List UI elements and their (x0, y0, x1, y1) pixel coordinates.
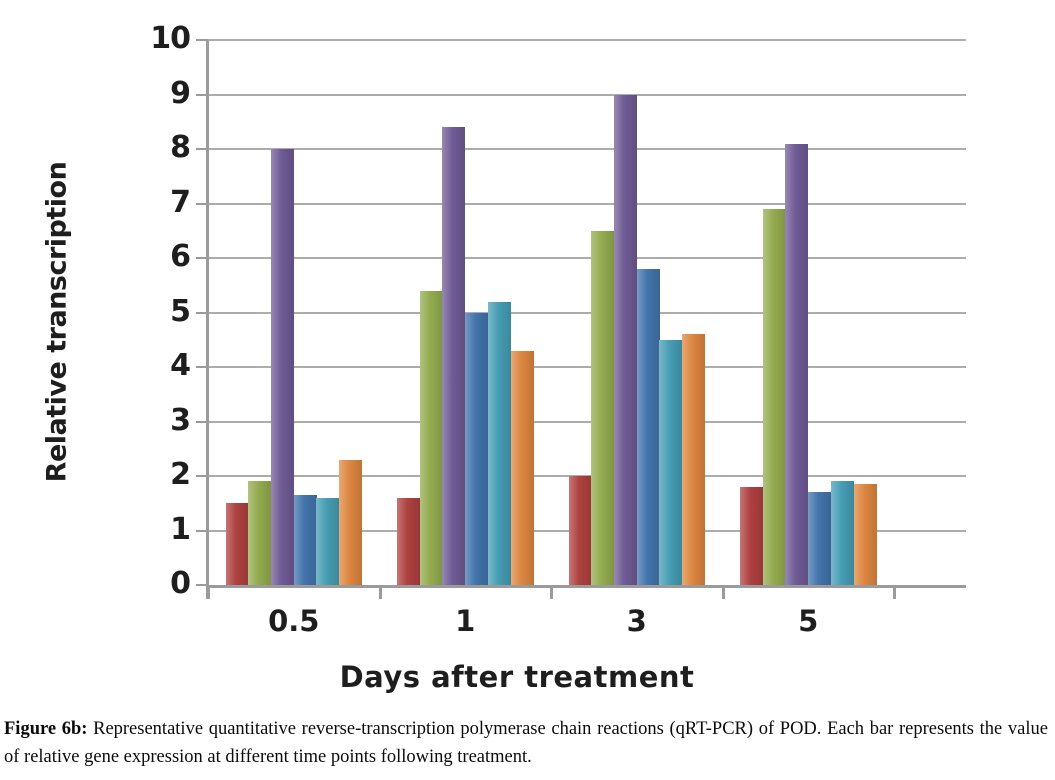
y-tick-label: 9 (170, 75, 191, 111)
x-tick-label-0.5: 0.5 (268, 604, 320, 638)
bar-series-red-day-3 (568, 476, 592, 585)
bar-series-purple-day-3 (613, 94, 637, 585)
qrtpcr-bar-chart: Relative transcription Days after treatm… (41, 21, 966, 694)
y-axis-tick (196, 148, 208, 150)
bar-series-orange-day-3 (682, 334, 706, 585)
y-axis-line (206, 40, 209, 599)
bar-series-red-day-0.5 (225, 503, 249, 585)
y-gridline (208, 366, 966, 368)
y-axis-title: Relative transcription (41, 161, 73, 483)
y-gridline (208, 257, 966, 259)
y-axis-tick (196, 475, 208, 477)
x-axis-tick (893, 588, 896, 599)
y-tick-label: 7 (170, 184, 191, 220)
x-axis-tick (378, 588, 382, 599)
y-gridline (208, 93, 966, 96)
bar-series-purple-day-5 (785, 143, 809, 585)
y-axis-tick (196, 311, 208, 314)
y-tick-label: 5 (170, 293, 191, 329)
bar-series-blue-day-1 (465, 312, 489, 585)
y-axis-tick (196, 39, 208, 41)
bar-series-teal-day-0.5 (316, 497, 340, 585)
bar-series-green-day-3 (591, 230, 615, 585)
x-tick-label-5: 5 (798, 604, 819, 638)
y-gridline (208, 311, 966, 314)
bar-series-teal-day-5 (830, 481, 854, 585)
y-axis-tick (196, 529, 208, 532)
figure-caption-text: Representative quantitative reverse-tran… (4, 719, 1048, 767)
y-tick-label: 4 (170, 348, 191, 383)
y-tick-label: 0 (170, 566, 191, 601)
y-tick-label: 8 (170, 130, 191, 165)
y-tick-label: 10 (150, 21, 191, 56)
y-tick-label: 1 (170, 511, 191, 547)
bar-series-green-day-1 (419, 290, 443, 585)
y-axis-tick (196, 420, 208, 423)
y-axis-tick (196, 257, 208, 259)
x-tick-label-3: 3 (626, 604, 647, 638)
bar-series-green-day-0.5 (248, 481, 272, 585)
bar-series-blue-day-0.5 (293, 495, 317, 585)
x-axis-tick (721, 588, 725, 599)
bar-series-purple-day-0.5 (270, 149, 294, 585)
y-gridline (208, 420, 966, 423)
bar-series-red-day-1 (397, 497, 421, 585)
figure-caption: Figure 6b: Representative quantitative r… (4, 716, 1048, 771)
x-axis-tick (550, 588, 553, 599)
y-tick-label: 2 (170, 457, 191, 492)
bar-series-purple-day-1 (442, 127, 466, 585)
y-gridline (208, 148, 966, 150)
y-gridline (208, 39, 966, 41)
y-axis-tick (196, 366, 208, 368)
bar-series-orange-day-0.5 (339, 459, 363, 585)
bar-series-red-day-5 (740, 486, 764, 585)
x-axis-title: Days after treatment (339, 660, 695, 694)
y-gridline (208, 202, 966, 205)
y-tick-label: 3 (170, 402, 191, 438)
x-axis-tick (207, 588, 210, 599)
y-axis-tick (196, 93, 208, 96)
bar-series-orange-day-1 (510, 350, 534, 585)
y-tick-label: 6 (170, 239, 191, 274)
figure-caption-label: Figure 6b: (4, 719, 88, 739)
bar-series-teal-day-1 (487, 301, 511, 585)
bar-series-blue-day-5 (808, 492, 832, 585)
bar-series-green-day-5 (762, 208, 786, 585)
y-axis-tick (196, 202, 208, 205)
bar-series-teal-day-3 (659, 339, 683, 585)
x-axis-line (206, 585, 966, 588)
bar-series-orange-day-5 (853, 484, 877, 585)
y-axis-tick (196, 584, 208, 586)
bar-series-blue-day-3 (636, 268, 660, 585)
x-tick-label-1: 1 (455, 604, 476, 638)
